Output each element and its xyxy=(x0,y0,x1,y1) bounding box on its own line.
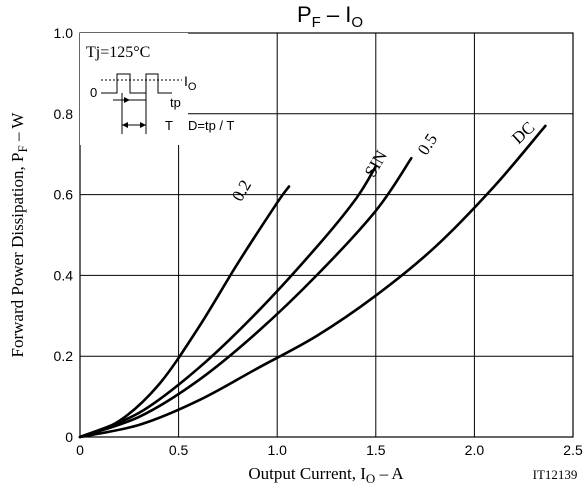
y-tick-label: 0 xyxy=(65,429,73,445)
series-labels: 0.2 SIN 0.5 DC xyxy=(228,118,538,205)
inset-tp-label: tp xyxy=(170,95,181,110)
y-tick-label: 0.2 xyxy=(54,348,74,364)
series-line xyxy=(78,185,291,439)
series-label: 0.5 xyxy=(414,130,442,158)
series-line xyxy=(78,156,413,439)
title-sep: – I xyxy=(321,2,352,27)
x-axis-label: Output Current, IO – A xyxy=(248,464,404,486)
x-tick-label: 2.5 xyxy=(563,442,583,458)
x-tick-label: 1.5 xyxy=(366,442,386,458)
y-tick-label: 1.0 xyxy=(54,25,74,41)
axis-ticks: 0 0.5 1.0 1.5 2.0 2.5 0 0.2 0.4 0.6 0.8 1.0 xyxy=(54,25,583,458)
y-axis-label-sub: F xyxy=(15,145,30,152)
series-group xyxy=(78,124,547,439)
x-tick-label: 2.0 xyxy=(465,442,485,458)
t-arrow-left xyxy=(122,122,128,128)
y-tick-label: 0.8 xyxy=(54,106,74,122)
series-label: SIN xyxy=(361,147,391,180)
grid-lines xyxy=(80,33,573,437)
x-tick-label: 0.5 xyxy=(169,442,189,458)
title-sub2: O xyxy=(351,14,363,31)
chart-title: PF – IO xyxy=(297,2,363,31)
inset-io-sub: O xyxy=(188,81,197,93)
y-tick-label: 0.6 xyxy=(54,187,74,203)
plot-frame xyxy=(79,32,574,438)
title-sub1: F xyxy=(312,14,321,31)
series-label: DC xyxy=(508,118,538,148)
x-tick-label: 1.0 xyxy=(267,442,287,458)
conditions-label: Tj=125°C xyxy=(86,44,150,61)
x-axis-label-main: Output Current, I xyxy=(248,464,366,483)
figure-code: IT12139 xyxy=(533,467,578,482)
inset-box xyxy=(80,33,188,145)
title-main: P xyxy=(297,2,312,27)
x-axis-label-sub: O xyxy=(366,471,375,486)
inset-duty-label: D=tp / T xyxy=(188,118,234,133)
x-axis-label-unit: – A xyxy=(375,464,404,483)
t-arrow-right xyxy=(140,122,146,128)
tp-arrowhead xyxy=(124,97,130,103)
inset-io-main: I xyxy=(184,73,188,89)
y-axis-label-main: Forward Power Dissipation, P xyxy=(8,153,27,358)
y-tick-label: 0.4 xyxy=(54,267,74,283)
series-label: 0.2 xyxy=(228,177,255,205)
y-axis-label-unit: – W xyxy=(8,112,27,146)
inset-io-label: IO xyxy=(184,73,197,93)
inset-t-label: T xyxy=(165,118,173,133)
inset-zero-label: 0 xyxy=(90,85,97,100)
series-line xyxy=(78,124,547,439)
series-line xyxy=(78,165,378,439)
y-axis-label: Forward Power Dissipation, PF – W xyxy=(8,112,30,358)
x-tick-label: 0 xyxy=(76,442,84,458)
